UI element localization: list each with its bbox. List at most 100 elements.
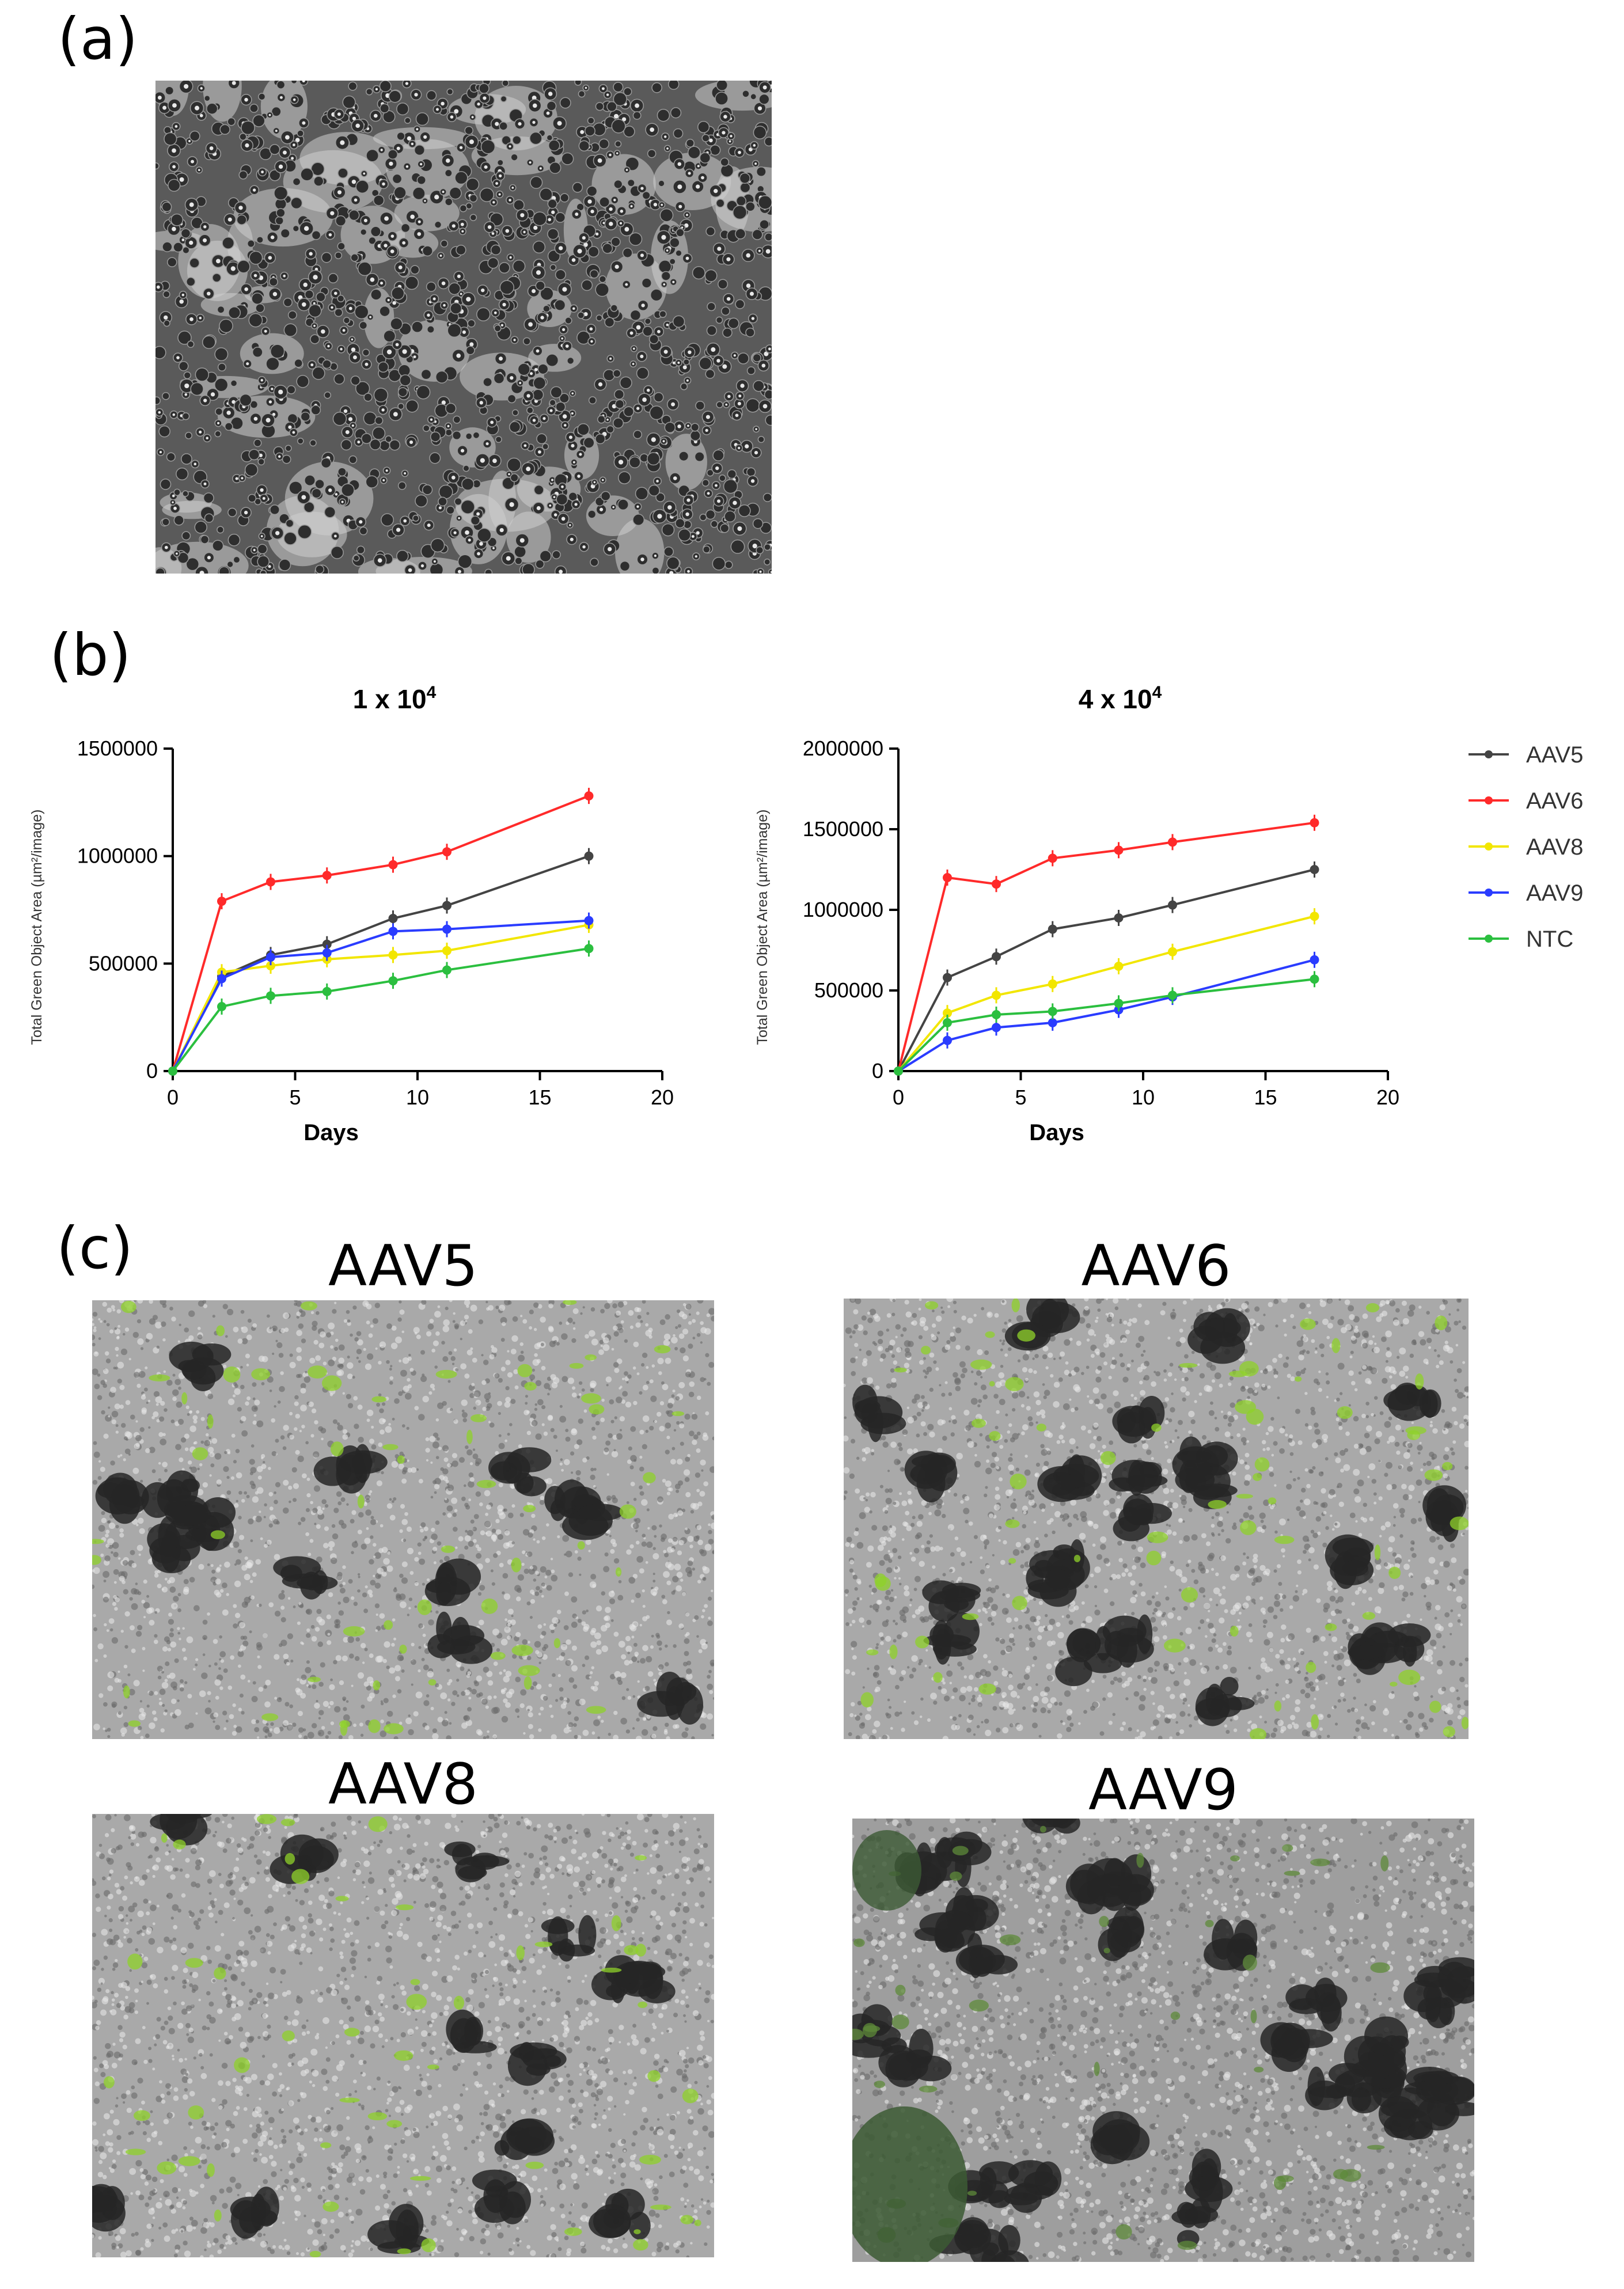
x-tick-label: 0: [167, 1085, 179, 1109]
legend-marker: [1485, 750, 1493, 758]
data-point-aav5: [1048, 924, 1057, 934]
micrograph-a: [155, 81, 772, 574]
data-point-aav8: [1168, 947, 1177, 956]
micrograph-title-aav9: AAV9: [1088, 1757, 1238, 1823]
series-line-aav8: [172, 924, 589, 1072]
x-tick-label: 0: [893, 1085, 904, 1109]
data-point-ntc: [943, 1018, 952, 1027]
data-point-aav5: [992, 952, 1001, 962]
x-tick-label: 10: [1132, 1085, 1155, 1109]
data-point-ntc: [266, 991, 275, 1001]
data-point-aav8: [943, 1008, 952, 1018]
data-point-aav9: [266, 952, 275, 962]
data-point-aav9: [584, 916, 594, 925]
data-point-aav8: [1310, 912, 1319, 921]
y-tick-label: 1500000: [803, 817, 883, 841]
data-point-ntc: [1048, 1007, 1057, 1016]
data-point-ntc: [1310, 974, 1319, 984]
data-point-aav5: [584, 851, 594, 861]
series-line-aav5: [172, 855, 590, 1072]
x-tick-label: 5: [1015, 1085, 1026, 1109]
data-point-aav9: [992, 1023, 1001, 1032]
data-point-aav9: [442, 924, 451, 934]
data-point-aav5: [1310, 865, 1319, 874]
x-tick-label: 15: [1254, 1085, 1277, 1109]
series-line-aav9: [172, 919, 589, 1072]
micrograph-aav9: [852, 1819, 1474, 2262]
y-axis-title: Total Green Object Area (µm²/image): [754, 810, 771, 1045]
data-point-aav8: [388, 950, 398, 960]
data-point-aav8: [1048, 979, 1057, 989]
y-tick-label: 1000000: [803, 898, 883, 921]
data-point-aav6: [388, 860, 398, 870]
legend-marker: [1485, 935, 1493, 943]
data-point-aav6: [943, 873, 952, 882]
data-point-aav5: [388, 913, 398, 923]
micrograph-title-aav8: AAV8: [328, 1752, 478, 1817]
panel-a-label: (a): [58, 5, 138, 73]
panel-b-label: (b): [50, 621, 131, 689]
y-axis-title: Total Green Object Area (µm²/image): [29, 810, 45, 1045]
data-point-aav6: [322, 871, 332, 880]
data-point-aav6: [442, 847, 451, 857]
data-point-aav6: [1310, 818, 1319, 827]
data-point-aav8: [442, 946, 451, 955]
x-tick-label: 15: [528, 1085, 551, 1109]
legend-marker: [1485, 842, 1493, 851]
series-line-aav6: [172, 795, 590, 1072]
data-point-ntc: [168, 1066, 177, 1076]
data-point-aav9: [1310, 955, 1319, 965]
data-point-ntc: [388, 976, 398, 986]
x-tick-label: 5: [289, 1085, 301, 1109]
data-point-aav9: [217, 974, 226, 984]
x-tick-label: 20: [651, 1085, 674, 1109]
chart-title: 4 x 104: [1079, 683, 1162, 714]
data-point-aav5: [442, 901, 451, 910]
data-point-aav5: [322, 939, 332, 949]
data-point-aav9: [1048, 1018, 1057, 1027]
data-point-ntc: [442, 965, 451, 975]
y-tick-label: 2000000: [803, 737, 883, 760]
data-point-aav6: [992, 879, 1001, 889]
legend-item-aav8: AAV8: [1526, 834, 1583, 860]
y-tick-label: 1500000: [77, 737, 158, 760]
data-point-ntc: [894, 1066, 903, 1076]
legend-item-ntc: NTC: [1526, 927, 1573, 952]
legend-item-aav5: AAV5: [1526, 742, 1583, 768]
x-axis-title: Days: [303, 1120, 359, 1145]
y-tick-label: 500000: [89, 951, 158, 975]
series-line-aav8: [897, 915, 1315, 1072]
data-point-ntc: [584, 944, 594, 954]
data-point-ntc: [217, 1002, 226, 1011]
data-point-aav6: [217, 897, 226, 906]
data-point-aav9: [388, 927, 398, 936]
x-tick-label: 10: [406, 1085, 429, 1109]
series-line-aav6: [897, 821, 1315, 1072]
legend-marker: [1485, 889, 1493, 897]
data-point-ntc: [322, 986, 332, 996]
y-tick-label: 0: [872, 1059, 883, 1083]
series-line-ntc: [897, 978, 1315, 1072]
data-point-aav5: [1114, 913, 1124, 923]
legend-marker: [1485, 796, 1493, 804]
legend-item-aav9: AAV9: [1526, 880, 1583, 906]
data-point-aav6: [584, 791, 594, 801]
chart-title: 1 x 104: [353, 683, 437, 714]
micrograph-aav5: [92, 1300, 714, 1739]
y-tick-label: 0: [146, 1059, 158, 1083]
series-line-ntc: [172, 947, 589, 1072]
chart-4e4: 4 x 104 0 5 10 15 20 0 500000 1000000 1500000 2000…: [726, 680, 1451, 1198]
data-point-ntc: [1168, 990, 1177, 1000]
data-point-aav5: [943, 973, 952, 982]
series-line-aav9: [897, 958, 1315, 1072]
y-tick-label: 1000000: [77, 844, 158, 868]
data-point-ntc: [1114, 999, 1124, 1008]
data-point-aav6: [1168, 837, 1177, 847]
legend-item-aav6: AAV6: [1526, 788, 1583, 814]
data-point-ntc: [992, 1010, 1001, 1019]
micrograph-aav6: [844, 1299, 1469, 1739]
y-tick-label: 500000: [814, 978, 883, 1002]
data-point-aav8: [992, 990, 1001, 1000]
data-point-aav8: [1114, 962, 1124, 971]
micrograph-title-aav5: AAV5: [328, 1233, 478, 1299]
